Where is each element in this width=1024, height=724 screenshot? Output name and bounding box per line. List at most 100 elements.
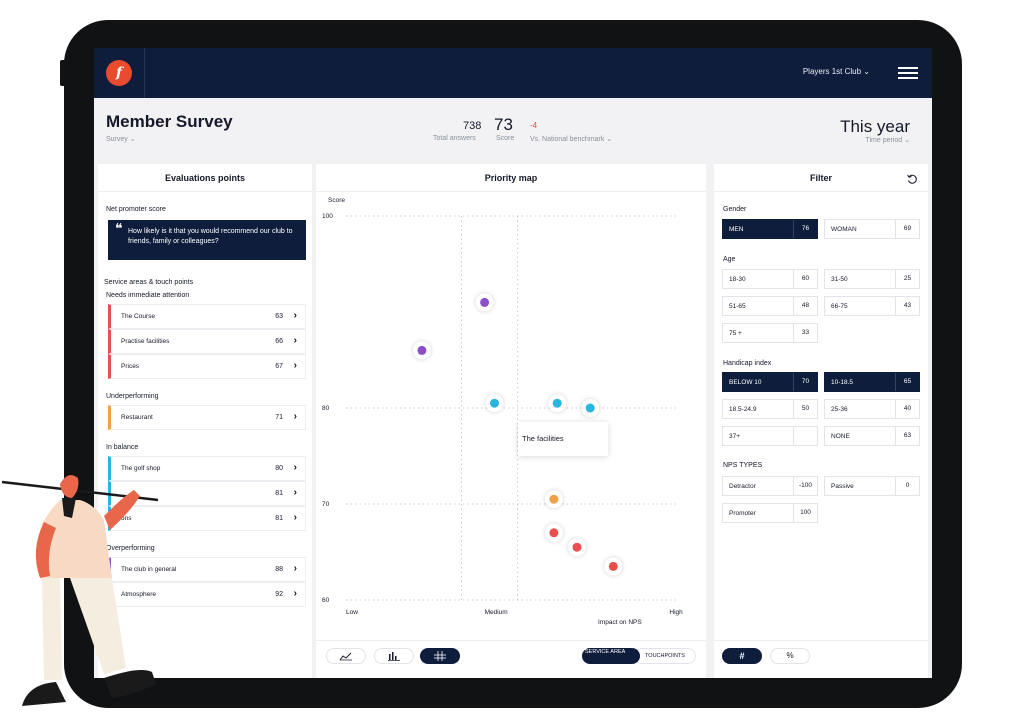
filter-option[interactable]: 51-65 48 <box>722 296 818 316</box>
chevron-right-icon[interactable]: › <box>293 335 297 346</box>
reset-filter-icon[interactable] <box>906 173 918 185</box>
survey-selector[interactable]: Survey ⌄ <box>106 136 136 143</box>
evaluation-item-label: Prices <box>121 363 140 370</box>
chevron-right-icon[interactable]: › <box>293 487 297 498</box>
data-point <box>549 528 559 538</box>
evaluation-item[interactable]: Practise facilities 66 › <box>108 329 306 354</box>
filter-option[interactable]: 25-36 40 <box>824 399 920 419</box>
chevron-right-icon[interactable]: › <box>293 310 297 321</box>
evaluation-item[interactable]: 81 › <box>108 481 306 506</box>
evaluation-item[interactable]: The Course 63 › <box>108 304 306 329</box>
filter-option-label: 37+ <box>729 433 741 440</box>
page-header: Member Survey Survey ⌄ 738 Total answers… <box>94 98 932 160</box>
filter-option-label: Promoter <box>729 510 756 517</box>
y-tick-label: 80 <box>322 405 330 412</box>
tab-service-area[interactable]: SERVICE AREA <box>582 648 640 664</box>
data-point <box>480 297 490 307</box>
hamburger-menu-icon[interactable] <box>898 67 918 79</box>
nps-label: Net promoter score <box>106 206 166 213</box>
percent-mode-button[interactable]: % <box>770 648 810 664</box>
filter-option[interactable]: 66-75 43 <box>824 296 920 316</box>
evaluations-panel: Evaluations points Net promoter score ❝ … <box>98 164 312 678</box>
filter-option-label: 25-36 <box>831 406 848 413</box>
tablet-camera <box>74 316 82 324</box>
bar-chart-icon <box>388 652 400 661</box>
evaluation-item-label: Atmosphere <box>121 591 157 598</box>
filter-option-count: 70 <box>793 373 817 391</box>
app-screen: f Players 1st Club ⌄ Member Survey Surve… <box>94 48 932 678</box>
filter-option[interactable]: Promoter 100 <box>722 503 818 523</box>
count-mode-button[interactable]: # <box>722 648 762 664</box>
priority-grid-view-button[interactable] <box>420 648 460 664</box>
filter-option[interactable]: NONE 63 <box>824 426 920 446</box>
x-tick-label: High <box>669 609 683 616</box>
filter-option-count: 63 <box>895 427 919 445</box>
evaluation-item-score: 67 <box>275 363 283 370</box>
filter-option[interactable]: WOMAN 69 <box>824 219 920 239</box>
filter-option-count: 43 <box>895 297 919 315</box>
club-selector[interactable]: Players 1st Club ⌄ <box>802 67 870 76</box>
chevron-right-icon[interactable]: › <box>293 512 297 523</box>
evaluation-item-score: 92 <box>275 591 283 598</box>
evaluation-item[interactable]: Prices 67 › <box>108 354 306 379</box>
evaluation-item[interactable]: The golf shop 80 › <box>108 456 306 481</box>
filter-option[interactable]: 18-30 60 <box>722 269 818 289</box>
evaluation-item[interactable]: ons 81 › <box>108 506 306 531</box>
filter-option[interactable]: BELOW 10 70 <box>722 372 818 392</box>
tab-touchpoints[interactable]: TOUCHPOINTS <box>634 648 696 664</box>
tablet-volume-button <box>60 60 66 86</box>
filter-option[interactable]: 37+ <box>722 426 818 446</box>
evaluations-title: Evaluations points <box>98 164 312 192</box>
score-value: 73 <box>494 115 513 134</box>
data-point <box>490 398 499 408</box>
filter-option[interactable]: 18.5-24.9 50 <box>722 399 818 419</box>
tablet-sensor <box>74 378 82 386</box>
filter-option[interactable]: Detractor -100 <box>722 476 818 496</box>
filter-title: Filter <box>714 164 928 192</box>
filter-option-count: 50 <box>793 400 817 418</box>
filter-option-count <box>793 427 817 445</box>
chevron-right-icon[interactable]: › <box>293 411 297 422</box>
evaluation-item[interactable]: Atmosphere 92 › <box>108 582 306 607</box>
time-period-label[interactable]: Time period ⌄ <box>865 137 910 144</box>
bar-chart-view-button[interactable] <box>374 648 414 664</box>
filter-option-count: 25 <box>895 270 919 288</box>
chevron-right-icon[interactable]: › <box>293 360 297 371</box>
chevron-right-icon[interactable]: › <box>293 588 297 599</box>
benchmark-selector[interactable]: Vs. National benchmark ⌄ <box>530 136 613 143</box>
filter-option-count: 0 <box>895 477 919 495</box>
filter-option[interactable]: 31-50 25 <box>824 269 920 289</box>
filter-option[interactable]: MEN 76 <box>722 219 818 239</box>
chevron-right-icon[interactable]: › <box>293 563 297 574</box>
line-chart-icon <box>339 652 352 661</box>
time-period-value[interactable]: This year <box>840 117 910 136</box>
filter-option-label: 18.5-24.9 <box>729 406 757 413</box>
evaluation-item[interactable]: The club in general 88 › <box>108 557 306 582</box>
filter-option-label: NONE <box>831 433 850 440</box>
filter-option-count: 40 <box>895 400 919 418</box>
filter-option-count: 76 <box>793 220 817 238</box>
filter-option-label: 18-30 <box>729 276 746 283</box>
chevron-right-icon[interactable]: › <box>293 462 297 473</box>
x-tick-label: Medium <box>485 609 508 616</box>
filter-option-count: 65 <box>895 373 919 391</box>
group-heading: Overperforming <box>106 545 155 552</box>
filter-option-count: 33 <box>793 324 817 342</box>
age-label: Age <box>723 256 736 263</box>
filter-option-label: 66-75 <box>831 303 848 310</box>
filter-option[interactable]: 75 + 33 <box>722 323 818 343</box>
priority-map-svg: Score 100 80 70 60 Low Medium High Impact on NPS <box>322 197 683 626</box>
club-logo[interactable]: f <box>106 60 132 86</box>
evaluation-item-label: The golf shop <box>121 465 161 472</box>
filter-option-label: 51-65 <box>729 303 746 310</box>
nps-question-card[interactable]: ❝ How likely is it that you would recomm… <box>108 220 306 260</box>
filter-option[interactable]: 10-18.5 65 <box>824 372 920 392</box>
filter-option[interactable]: Passive 0 <box>824 476 920 496</box>
chart-tooltip: The facilities <box>518 422 608 456</box>
line-chart-view-button[interactable] <box>326 648 366 664</box>
priority-map-title: Priority map <box>316 164 706 192</box>
service-areas-label: Service areas & touch points <box>104 279 194 286</box>
evaluation-item-score: 63 <box>275 313 283 320</box>
evaluation-item[interactable]: Restaurant 71 › <box>108 405 306 430</box>
topbar-divider <box>144 48 145 98</box>
